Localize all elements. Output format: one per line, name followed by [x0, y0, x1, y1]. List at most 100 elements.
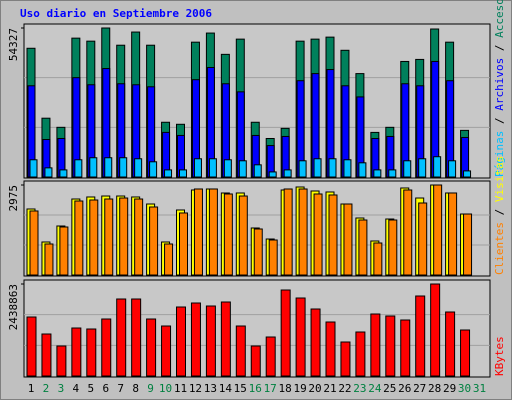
bar [238, 160, 247, 178]
x-tick-label: 8 [132, 382, 139, 395]
bar [164, 169, 173, 178]
bar [146, 318, 157, 377]
bar [149, 206, 159, 276]
x-tick-label: 12 [189, 382, 202, 395]
bar [370, 313, 381, 377]
y-tick-label: 2438863 [7, 284, 20, 330]
bar [104, 157, 113, 178]
bar [433, 184, 443, 276]
x-tick-label: 7 [117, 382, 124, 395]
legend-entry: Accesos [493, 0, 506, 38]
bar [373, 169, 382, 178]
bar [238, 195, 248, 276]
bar [325, 321, 336, 377]
bar [373, 242, 383, 276]
bar [343, 203, 353, 276]
bar [358, 162, 367, 178]
bar [418, 202, 428, 276]
bar [71, 327, 82, 377]
x-tick-label: 31 [473, 382, 486, 395]
bar [283, 169, 292, 178]
bar [56, 345, 67, 377]
x-tick-label: 13 [204, 382, 217, 395]
legend-separator: / [493, 38, 506, 58]
x-tick-label: 11 [174, 382, 187, 395]
legend: Clientes / Visitas [493, 156, 506, 275]
bar [385, 315, 396, 377]
bar [463, 213, 473, 276]
bar [463, 170, 472, 178]
x-tick-label: 23 [353, 382, 366, 395]
bar [193, 158, 202, 178]
x-tick-label: 6 [102, 382, 109, 395]
bar [403, 160, 412, 178]
bar [26, 316, 37, 377]
bar [328, 194, 338, 276]
bar [358, 219, 368, 276]
bar [190, 302, 201, 377]
legend: KBytes [493, 336, 506, 376]
bar [101, 318, 112, 377]
bar [119, 197, 129, 276]
bar [415, 295, 426, 377]
bar [448, 192, 458, 276]
bar [313, 193, 323, 276]
bar [104, 198, 114, 276]
legend: Páginas / Archivos / Accesos [493, 0, 506, 177]
bar [403, 189, 413, 276]
bar [29, 159, 38, 178]
bar [29, 210, 39, 276]
x-tick-label: 20 [308, 382, 321, 395]
x-tick-label: 5 [87, 382, 94, 395]
bar [41, 333, 52, 377]
bar [448, 160, 457, 178]
bar [74, 159, 83, 178]
bar [283, 188, 293, 276]
bar [89, 157, 98, 178]
bar [430, 283, 441, 377]
bar [89, 199, 99, 276]
x-tick-label: 15 [234, 382, 247, 395]
bar [164, 243, 174, 276]
bar [176, 306, 186, 377]
x-tick-label: 25 [383, 382, 396, 395]
bar [86, 328, 97, 377]
bar [161, 325, 172, 377]
x-tick-label: 24 [368, 382, 382, 395]
bar [388, 219, 398, 276]
x-tick-label: 1 [28, 382, 35, 395]
bar [131, 298, 142, 377]
legend-entry: KBytes [493, 336, 506, 376]
bar [343, 159, 352, 178]
x-tick-label: 21 [323, 382, 336, 395]
y-tick-label: 2975 [7, 185, 20, 212]
bar [59, 226, 69, 276]
bar [433, 156, 442, 178]
bar [179, 169, 187, 178]
x-tick-label: 22 [338, 382, 351, 395]
bar [328, 158, 337, 178]
bar [193, 188, 203, 276]
bar [179, 212, 188, 276]
bar [223, 159, 232, 178]
legend-entry: Páginas [493, 131, 506, 177]
legend-separator: / [493, 111, 506, 131]
bar [44, 167, 53, 178]
legend-separator: / [493, 202, 506, 222]
x-tick-label: 29 [443, 382, 456, 395]
bar [44, 243, 54, 276]
bar [235, 325, 246, 377]
legend-entry: Clientes [493, 222, 506, 275]
bar [223, 193, 233, 276]
bar [280, 289, 291, 377]
bar [445, 311, 456, 377]
bar [134, 198, 144, 276]
bar [116, 298, 127, 377]
bar [74, 200, 84, 276]
x-tick-label: 19 [293, 382, 306, 395]
bar [418, 158, 427, 178]
legend-entry: Visitas [493, 156, 506, 202]
x-tick-label: 26 [398, 382, 411, 395]
bar [253, 164, 262, 178]
